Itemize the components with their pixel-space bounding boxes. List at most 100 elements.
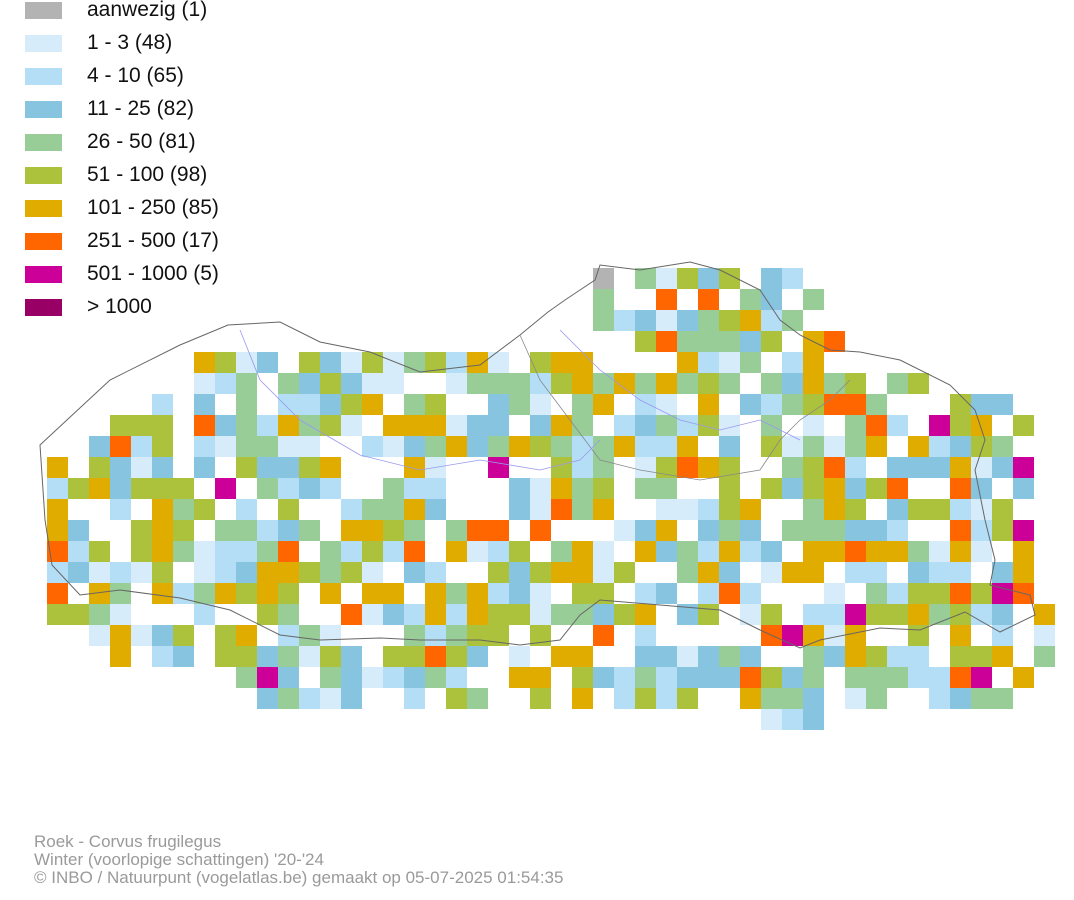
map-cell xyxy=(866,562,887,583)
map-cell xyxy=(530,604,551,625)
legend-item: 251 - 500 (17) xyxy=(25,229,345,252)
map-cell xyxy=(698,583,719,604)
map-cell xyxy=(299,394,320,415)
map-cell xyxy=(908,625,929,646)
map-cell xyxy=(803,352,824,373)
map-cell xyxy=(551,499,572,520)
map-cell xyxy=(782,352,803,373)
map-cell xyxy=(593,541,614,562)
map-cell xyxy=(362,499,383,520)
map-cell xyxy=(320,457,341,478)
map-cell xyxy=(908,373,929,394)
map-cell xyxy=(215,436,236,457)
map-cell xyxy=(404,415,425,436)
map-cell xyxy=(971,394,992,415)
map-cell xyxy=(341,373,362,394)
map-cell xyxy=(908,583,929,604)
map-cell xyxy=(152,583,173,604)
map-cell xyxy=(404,688,425,709)
map-cell xyxy=(110,457,131,478)
map-cell xyxy=(635,415,656,436)
map-cell xyxy=(194,415,215,436)
map-cell xyxy=(761,373,782,394)
map-cell xyxy=(593,499,614,520)
legend-item: 26 - 50 (81) xyxy=(25,130,345,153)
map-cell xyxy=(341,499,362,520)
map-cell xyxy=(488,415,509,436)
map-cell xyxy=(278,562,299,583)
map-cell xyxy=(782,562,803,583)
map-cell xyxy=(215,562,236,583)
map-cell xyxy=(635,268,656,289)
river-line xyxy=(559,329,801,441)
map-cell xyxy=(656,541,677,562)
map-cell xyxy=(446,541,467,562)
map-cell xyxy=(803,436,824,457)
map-cell xyxy=(488,457,509,478)
map-cell xyxy=(803,562,824,583)
map-cell xyxy=(299,457,320,478)
map-cell xyxy=(866,436,887,457)
region-border xyxy=(39,261,1036,649)
map-cell xyxy=(89,583,110,604)
map-cell xyxy=(47,520,68,541)
map-cell xyxy=(740,520,761,541)
map-cell xyxy=(488,520,509,541)
map-cell xyxy=(425,415,446,436)
map-cell xyxy=(446,373,467,394)
map-cell xyxy=(824,541,845,562)
map-credits: Roek - Corvus frugilegus Winter (voorlop… xyxy=(34,833,563,887)
map-cell xyxy=(635,541,656,562)
map-cell xyxy=(740,541,761,562)
map-cell xyxy=(656,436,677,457)
map-cell xyxy=(887,373,908,394)
legend-swatch xyxy=(25,233,62,250)
map-cell xyxy=(803,520,824,541)
map-cell xyxy=(89,436,110,457)
map-cell xyxy=(635,646,656,667)
map-cell xyxy=(530,499,551,520)
map-cell xyxy=(887,499,908,520)
map-cell xyxy=(929,415,950,436)
map-cell xyxy=(131,520,152,541)
map-cell xyxy=(236,667,257,688)
map-cell xyxy=(467,373,488,394)
legend-item: 501 - 1000 (5) xyxy=(25,262,345,285)
map-cell xyxy=(194,394,215,415)
map-cell xyxy=(593,289,614,310)
map-cell xyxy=(299,562,320,583)
map-cell xyxy=(698,289,719,310)
legend-item: > 1000 xyxy=(25,295,345,318)
map-cell xyxy=(950,604,971,625)
map-cell xyxy=(950,520,971,541)
map-cell xyxy=(446,625,467,646)
map-cell xyxy=(278,520,299,541)
map-cell xyxy=(257,415,278,436)
map-cell xyxy=(194,499,215,520)
map-cell xyxy=(803,478,824,499)
map-cell xyxy=(698,562,719,583)
map-cell xyxy=(152,646,173,667)
map-grid-cells xyxy=(47,268,1055,730)
map-cell xyxy=(488,562,509,583)
map-cell xyxy=(1013,667,1034,688)
map-cell xyxy=(656,310,677,331)
map-cell xyxy=(698,415,719,436)
map-cell xyxy=(383,499,404,520)
map-cell xyxy=(257,688,278,709)
map-cell xyxy=(971,646,992,667)
map-cell xyxy=(614,520,635,541)
map-cell xyxy=(677,352,698,373)
map-cell xyxy=(530,478,551,499)
legend-swatch xyxy=(25,68,62,85)
map-cell xyxy=(68,604,89,625)
map-cell xyxy=(656,688,677,709)
map-cell xyxy=(572,373,593,394)
map-cell xyxy=(362,604,383,625)
map-cell xyxy=(614,667,635,688)
map-cell xyxy=(656,331,677,352)
map-cell xyxy=(194,604,215,625)
map-cell xyxy=(467,583,488,604)
map-cell xyxy=(173,646,194,667)
map-cell xyxy=(971,688,992,709)
